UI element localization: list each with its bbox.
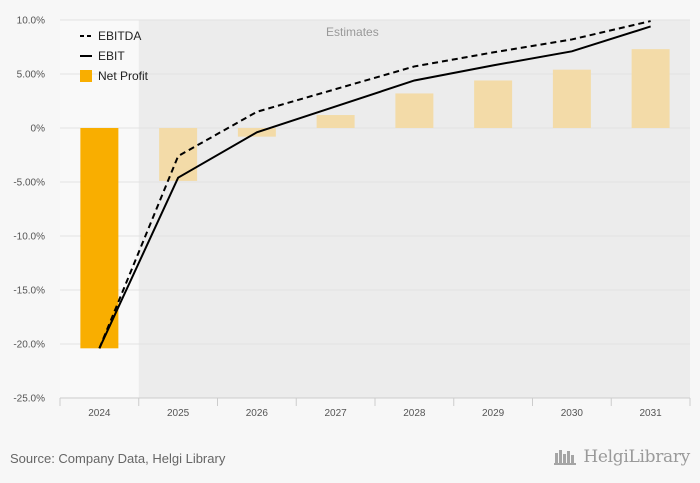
legend-label: Net Profit: [98, 69, 149, 83]
line-ebit: [98, 25, 651, 349]
x-tick-label: 2030: [561, 408, 584, 419]
x-tick-label: 2025: [167, 408, 190, 419]
x-tick-label: 2031: [640, 408, 663, 419]
legend-swatch: [80, 70, 92, 82]
bar-net-profit: [395, 93, 434, 128]
helgi-library-icon: [553, 447, 579, 467]
footer: [0, 440, 700, 483]
y-tick-label: -25.0%: [13, 394, 45, 405]
y-tick-label: -15.0%: [13, 286, 45, 297]
bar-net-profit: [474, 80, 513, 128]
x-tick-label: 2028: [403, 408, 426, 419]
logo-text: HelgiLibrary: [583, 447, 690, 467]
y-tick-label: 5.00%: [17, 70, 45, 81]
y-tick-label: -5.00%: [13, 178, 45, 189]
bar-net-profit: [159, 128, 198, 181]
y-tick-label: -10.0%: [13, 232, 45, 243]
bar-net-profit: [631, 49, 670, 128]
x-tick-label: 2027: [325, 408, 348, 419]
bar-net-profit: [80, 128, 119, 349]
estimates-label: Estimates: [326, 25, 379, 39]
x-tick-label: 2024: [88, 408, 111, 419]
legend-label: EBIT: [98, 49, 125, 63]
line-ebitda: [98, 20, 651, 349]
legend-label: EBITDA: [98, 29, 141, 43]
chart: Estimates 10.0% 5.00% 0% -5.00% -10.0% -15.0% -…: [13, 16, 691, 419]
y-tick-label: 10.0%: [17, 16, 45, 27]
y-tick-label: -20.0%: [13, 340, 45, 351]
y-tick-label: 0%: [31, 124, 46, 135]
bar-net-profit: [552, 69, 591, 128]
source-note: Source: Company Data, Helgi Library: [10, 451, 226, 466]
x-tick-label: 2026: [246, 408, 269, 419]
bar-net-profit: [316, 115, 355, 128]
x-tick-label: 2029: [482, 408, 505, 419]
estimates-region: [138, 20, 690, 398]
helgi-library-logo[interactable]: HelgiLibrary: [553, 447, 690, 467]
